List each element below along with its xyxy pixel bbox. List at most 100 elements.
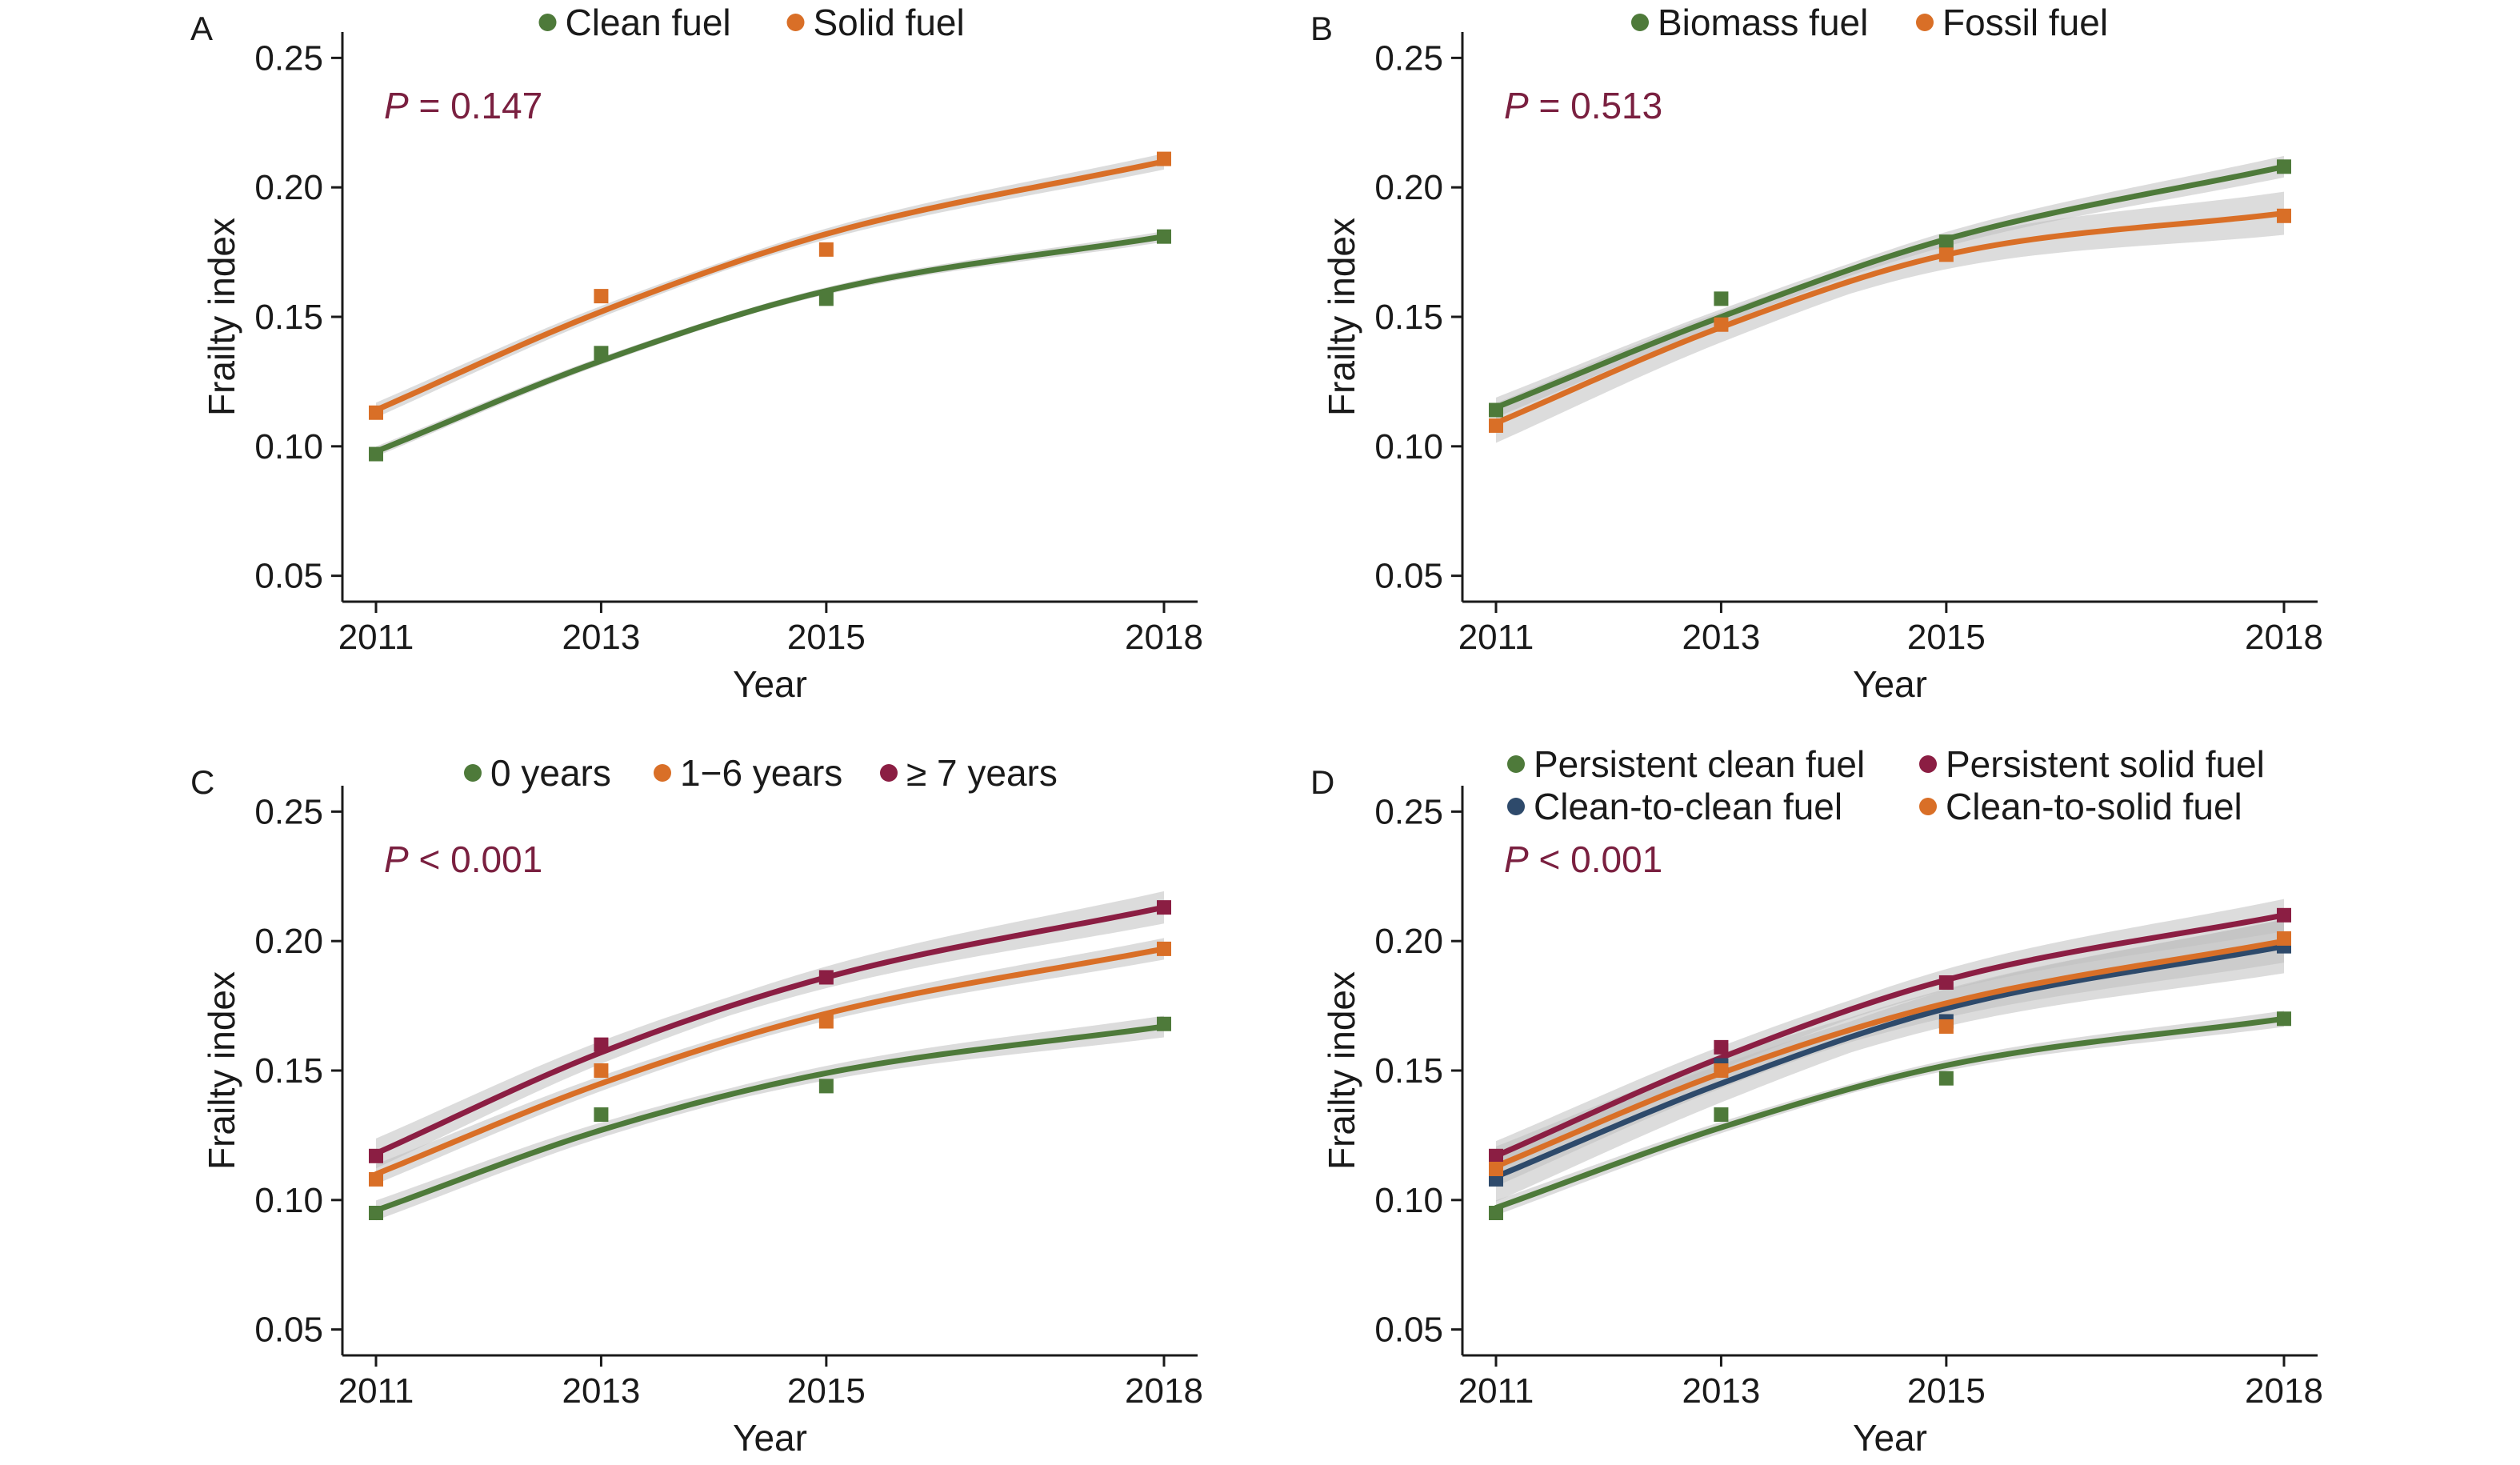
series-line xyxy=(1493,210,2287,426)
series-line xyxy=(1493,943,2287,1180)
data-point xyxy=(369,1171,383,1187)
x-tick-label: 2013 xyxy=(1682,1371,1760,1411)
x-tick-label: 2018 xyxy=(2245,1371,2323,1411)
legend-key xyxy=(786,14,805,31)
y-tick-label: 0.10 xyxy=(254,427,323,466)
legend-label: ≥ 7 years xyxy=(906,752,1058,794)
p-value-annotation: P < 0.001 xyxy=(384,839,542,880)
p-value: < 0.001 xyxy=(409,839,543,880)
data-point xyxy=(818,291,834,306)
y-tick-label: 0.20 xyxy=(1374,922,1443,961)
ci-band xyxy=(1496,919,2284,1187)
x-tick-label: 2015 xyxy=(1907,618,1986,657)
ci-band xyxy=(376,153,1164,418)
legend-label: Clean-to-clean fuel xyxy=(1534,786,1842,827)
legend-key xyxy=(1916,14,1934,31)
y-axis-title: Frailty index xyxy=(201,218,242,416)
legend-label: Biomass fuel xyxy=(1658,2,1868,43)
data-point xyxy=(1938,975,1954,990)
legend-key xyxy=(464,764,482,782)
panel-letter: B xyxy=(1310,10,1333,47)
data-point xyxy=(1157,229,1171,244)
series-line xyxy=(1493,1015,2287,1211)
legend-label: Clean fuel xyxy=(566,2,731,43)
p-label: P xyxy=(1504,85,1529,126)
x-tick-label: 2015 xyxy=(787,1371,866,1411)
data-point xyxy=(1157,941,1171,956)
ci-band xyxy=(376,938,1164,1184)
data-point xyxy=(1489,1161,1503,1176)
data-point xyxy=(594,346,609,361)
legend-label: 0 years xyxy=(490,752,611,794)
ci-band xyxy=(1496,899,2284,1171)
y-tick-label: 0.20 xyxy=(254,168,323,207)
y-tick-label: 0.15 xyxy=(254,1051,323,1091)
p-label: P xyxy=(384,85,409,126)
data-point xyxy=(1714,317,1729,332)
panel-letter: A xyxy=(190,10,213,47)
x-tick-label: 2015 xyxy=(1907,1371,1986,1411)
y-tick-label: 0.25 xyxy=(1374,38,1443,78)
p-label: P xyxy=(1504,839,1529,880)
legend-key xyxy=(1919,798,1937,815)
legend-label: Solid fuel xyxy=(814,2,965,43)
ci-band xyxy=(376,891,1164,1169)
y-tick-label: 0.25 xyxy=(1374,792,1443,831)
legend: Persistent clean fuel Persistent solid fu… xyxy=(1507,743,2265,827)
data-point xyxy=(1938,234,1954,250)
x-tick-label: 2013 xyxy=(562,1371,640,1411)
y-tick-label: 0.05 xyxy=(1374,557,1443,596)
data-point xyxy=(1489,1148,1503,1163)
data-point xyxy=(594,289,609,304)
panel-a: 0.05 0.10 0.15 0.20 0.25 2011 2013 2015 2018 Year… xyxy=(190,2,1203,705)
data-point xyxy=(2277,1011,2291,1027)
data-point xyxy=(1938,247,1954,262)
p-value: = 0.513 xyxy=(1529,85,1663,126)
x-axis-title: Year xyxy=(733,663,807,705)
x-tick-label: 2013 xyxy=(1682,618,1760,657)
data-point xyxy=(594,1037,609,1052)
x-tick-label: 2018 xyxy=(1125,618,1203,657)
data-point xyxy=(2277,907,2291,923)
series-line xyxy=(373,234,1167,454)
data-point xyxy=(594,1107,609,1123)
x-tick-label: 2011 xyxy=(1458,618,1534,657)
legend-label: Persistent clean fuel xyxy=(1534,743,1865,785)
y-tick-label: 0.25 xyxy=(254,38,323,78)
legend-key xyxy=(880,764,898,782)
series-line xyxy=(1493,912,2287,1159)
p-value: < 0.001 xyxy=(1529,839,1663,880)
series-line xyxy=(373,904,1167,1157)
data-point xyxy=(1714,1039,1729,1055)
ci-band xyxy=(376,230,1164,457)
legend-key xyxy=(538,14,557,31)
legend-key xyxy=(1919,755,1937,773)
data-point xyxy=(1714,291,1729,306)
legend-label: Persistent solid fuel xyxy=(1946,743,2265,785)
panel-d: 0.05 0.10 0.15 0.20 0.25 2011 2013 2015 2018 Year… xyxy=(1310,743,2323,1459)
y-tick-label: 0.10 xyxy=(1374,427,1443,466)
data-point xyxy=(369,446,383,462)
data-point xyxy=(369,1206,383,1220)
data-point xyxy=(1157,151,1171,166)
series-line xyxy=(373,1023,1167,1214)
y-axis-title: Frailty index xyxy=(1321,218,1362,416)
x-tick-label: 2013 xyxy=(562,618,640,657)
panel-letter: D xyxy=(1310,763,1334,801)
y-tick-label: 0.20 xyxy=(1374,168,1443,207)
p-value-annotation: P = 0.147 xyxy=(384,85,542,126)
data-point xyxy=(369,1148,383,1163)
legend-key xyxy=(1507,798,1525,815)
data-point xyxy=(1714,1107,1729,1123)
x-axis-title: Year xyxy=(1853,663,1927,705)
y-axis-title: Frailty index xyxy=(1321,971,1362,1170)
panel-c: 0.05 0.10 0.15 0.20 0.25 2011 2013 2015 2018 Year… xyxy=(190,752,1203,1459)
data-point xyxy=(818,1014,834,1029)
legend-key xyxy=(654,764,671,782)
data-point xyxy=(2277,159,2291,174)
panel-letter: C xyxy=(190,763,214,801)
y-tick-label: 0.25 xyxy=(254,792,323,831)
data-point xyxy=(818,1079,834,1094)
x-tick-label: 2018 xyxy=(1125,1371,1203,1411)
